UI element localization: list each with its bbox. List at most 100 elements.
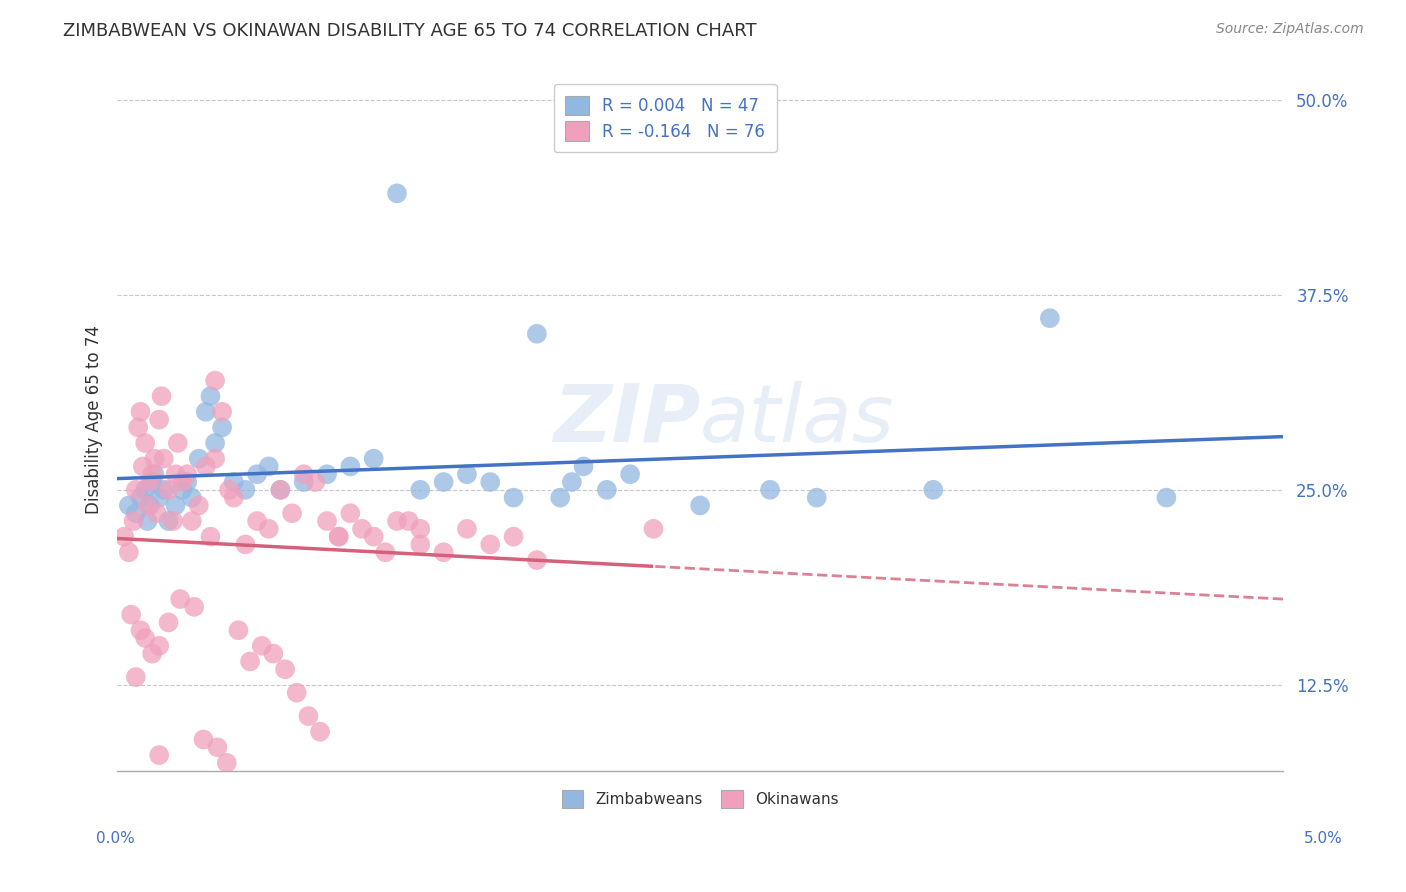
Point xyxy=(479,537,502,551)
Point xyxy=(235,537,257,551)
Point xyxy=(120,607,142,622)
Point xyxy=(204,451,226,466)
Point xyxy=(689,499,711,513)
Point xyxy=(363,451,385,466)
Point xyxy=(125,670,148,684)
Text: Source: ZipAtlas.com: Source: ZipAtlas.com xyxy=(1216,22,1364,37)
Point xyxy=(139,499,162,513)
Point xyxy=(134,631,156,645)
Point xyxy=(228,624,250,638)
Point xyxy=(157,514,180,528)
Point xyxy=(187,499,209,513)
Point xyxy=(180,514,202,528)
Point xyxy=(339,506,361,520)
Point xyxy=(274,662,297,676)
Point xyxy=(409,537,432,551)
Point xyxy=(134,436,156,450)
Point xyxy=(526,326,548,341)
Point xyxy=(218,483,240,497)
Point xyxy=(132,459,155,474)
Point xyxy=(207,740,229,755)
Point xyxy=(502,530,524,544)
Point xyxy=(153,483,176,497)
Point xyxy=(806,491,828,505)
Point xyxy=(172,475,194,489)
Point xyxy=(172,483,194,497)
Point xyxy=(759,483,782,497)
Point xyxy=(269,483,291,497)
Y-axis label: Disability Age 65 to 74: Disability Age 65 to 74 xyxy=(86,326,103,514)
Point xyxy=(112,530,135,544)
Point xyxy=(153,451,176,466)
Point xyxy=(204,436,226,450)
Point xyxy=(239,655,262,669)
Point xyxy=(193,732,215,747)
Point xyxy=(194,405,217,419)
Point xyxy=(456,467,478,482)
Text: 5.0%: 5.0% xyxy=(1303,831,1343,846)
Point xyxy=(183,599,205,614)
Point xyxy=(374,545,396,559)
Point xyxy=(385,186,408,201)
Point xyxy=(257,522,280,536)
Point xyxy=(148,491,170,505)
Point xyxy=(297,709,319,723)
Point xyxy=(235,483,257,497)
Point xyxy=(148,639,170,653)
Point xyxy=(141,647,163,661)
Point xyxy=(339,459,361,474)
Point xyxy=(502,491,524,505)
Point xyxy=(125,506,148,520)
Point xyxy=(1156,491,1178,505)
Point xyxy=(246,467,269,482)
Point xyxy=(269,483,291,497)
Point xyxy=(262,647,284,661)
Point xyxy=(285,686,308,700)
Point xyxy=(309,724,332,739)
Point xyxy=(146,506,169,520)
Point xyxy=(561,475,583,489)
Point xyxy=(433,475,456,489)
Point xyxy=(129,405,152,419)
Point xyxy=(148,412,170,426)
Text: 0.0%: 0.0% xyxy=(96,831,135,846)
Point xyxy=(141,475,163,489)
Point xyxy=(363,530,385,544)
Point xyxy=(136,499,159,513)
Point xyxy=(215,756,238,770)
Point xyxy=(139,475,162,489)
Point xyxy=(180,491,202,505)
Point xyxy=(292,467,315,482)
Point xyxy=(165,467,187,482)
Point xyxy=(246,514,269,528)
Point xyxy=(143,451,166,466)
Point xyxy=(922,483,945,497)
Point xyxy=(176,467,198,482)
Text: atlas: atlas xyxy=(700,381,894,458)
Point xyxy=(409,522,432,536)
Point xyxy=(433,545,456,559)
Point xyxy=(222,491,245,505)
Point xyxy=(169,592,191,607)
Point xyxy=(350,522,373,536)
Point xyxy=(136,514,159,528)
Point xyxy=(619,467,641,482)
Point xyxy=(328,530,350,544)
Point xyxy=(166,436,188,450)
Point xyxy=(596,483,619,497)
Point xyxy=(572,459,595,474)
Point xyxy=(118,499,141,513)
Point xyxy=(548,491,571,505)
Point xyxy=(165,499,187,513)
Point xyxy=(526,553,548,567)
Point xyxy=(162,514,184,528)
Point xyxy=(211,405,233,419)
Point xyxy=(281,506,304,520)
Point xyxy=(200,389,222,403)
Point xyxy=(204,374,226,388)
Point xyxy=(118,545,141,559)
Point xyxy=(304,475,326,489)
Point xyxy=(643,522,665,536)
Point xyxy=(134,483,156,497)
Point xyxy=(129,491,152,505)
